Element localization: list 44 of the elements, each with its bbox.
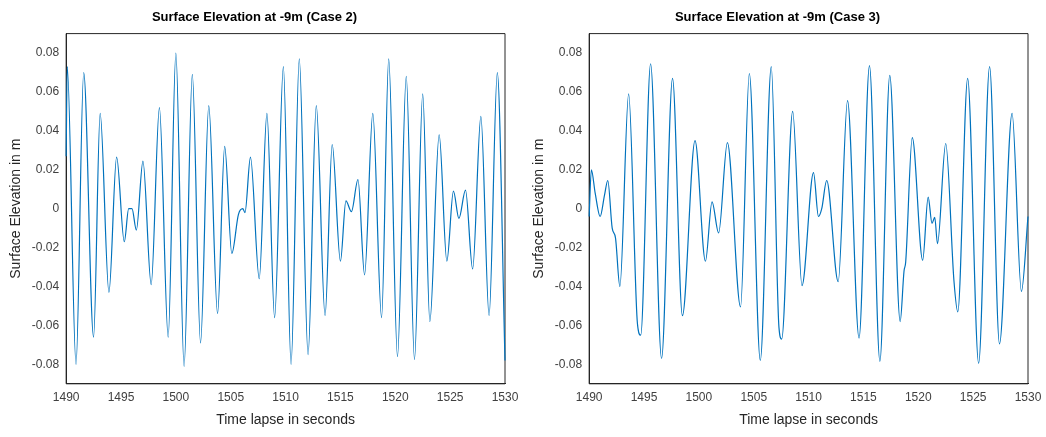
x-tick-label: 1490 xyxy=(575,390,603,405)
y-tick-label: 0.08 xyxy=(558,45,583,60)
y-tick-label: -0.08 xyxy=(31,356,60,371)
y-tick-label: 0.06 xyxy=(558,84,583,99)
x-tick-label: 1510 xyxy=(272,390,300,405)
y-tick-label: 0.08 xyxy=(35,45,60,60)
y-tick-label: 0.06 xyxy=(35,84,60,99)
y-tick-label: -0.04 xyxy=(554,278,583,293)
y-tick-label: 0.02 xyxy=(558,162,583,177)
x-tick-label: 1500 xyxy=(685,390,713,405)
y-tick-label: -0.08 xyxy=(554,356,583,371)
y-tick-label: 0.02 xyxy=(35,162,60,177)
y-tick-label: 0.04 xyxy=(558,123,583,138)
y-tick-label: -0.06 xyxy=(554,317,583,332)
chart-title: Surface Elevation at -9m (Case 3) xyxy=(674,9,881,25)
y-tick-label: -0.06 xyxy=(31,317,60,332)
y-tick-label: 0 xyxy=(575,201,583,216)
x-tick-label: 1525 xyxy=(436,390,464,405)
x-tick-label: 1520 xyxy=(904,390,932,405)
line-series xyxy=(588,63,1029,364)
y-tick-label: -0.02 xyxy=(554,239,583,254)
x-tick-label: 1515 xyxy=(327,390,355,405)
x-tick-label: 1530 xyxy=(491,390,519,405)
x-tick-label: 1530 xyxy=(1014,390,1042,405)
y-axis-title: Surface Elevation in m xyxy=(530,138,547,279)
y-axis-title: Surface Elevation in m xyxy=(7,138,24,279)
y-tick-label: 0 xyxy=(52,201,60,216)
x-tick-label: 1490 xyxy=(52,390,80,405)
x-tick-label: 1510 xyxy=(795,390,823,405)
line-series xyxy=(65,52,506,367)
x-axis-title: Time lapse in seconds xyxy=(739,411,878,428)
y-tick-label: -0.02 xyxy=(31,239,60,254)
x-tick-label: 1515 xyxy=(850,390,878,405)
x-tick-label: 1495 xyxy=(630,390,658,405)
y-tick-label: -0.04 xyxy=(31,278,60,293)
x-axis-title: Time lapse in seconds xyxy=(216,411,355,428)
x-tick-label: 1505 xyxy=(217,390,245,405)
chart-title: Surface Elevation at -9m (Case 2) xyxy=(151,9,358,25)
x-tick-label: 1525 xyxy=(959,390,987,405)
x-tick-label: 1505 xyxy=(740,390,768,405)
x-tick-label: 1495 xyxy=(107,390,135,405)
x-tick-label: 1500 xyxy=(162,390,190,405)
y-tick-label: 0.04 xyxy=(35,123,60,138)
x-tick-label: 1520 xyxy=(381,390,409,405)
